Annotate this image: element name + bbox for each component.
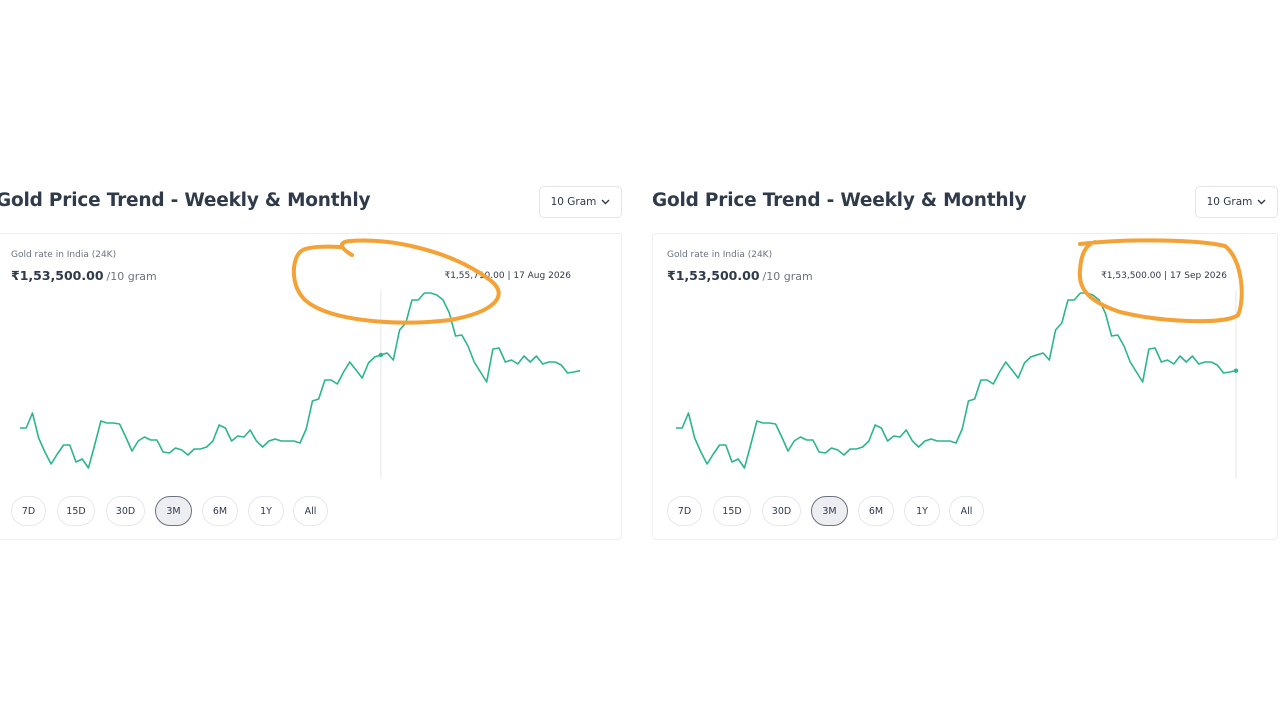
range-button[interactable]: 6M: [202, 496, 238, 526]
chevron: [1257, 199, 1266, 205]
price-unit: /10 gram: [762, 270, 813, 283]
hover-dot: [378, 352, 384, 358]
section-title: Gold Price Trend - Weekly & Monthly: [0, 190, 371, 211]
range-button[interactable]: All: [293, 496, 328, 526]
range-button[interactable]: 3M: [155, 496, 192, 526]
dropdown-label: 10 Gram: [550, 196, 597, 208]
rate-label: Gold rate in India (24K): [667, 250, 773, 260]
section-title: Gold Price Trend - Weekly & Monthly: [652, 190, 1027, 211]
unit-dropdown[interactable]: 10 Gram: [1195, 186, 1278, 218]
panel: Gold Price Trend - Weekly & Monthly 10 Gr…: [652, 0, 1278, 720]
range-button[interactable]: 1Y: [248, 496, 284, 526]
hand-drawn-circle: [1077, 238, 1244, 324]
range-button[interactable]: 15D: [57, 496, 95, 526]
range-button[interactable]: All: [949, 496, 984, 526]
dropdown-label: 10 Gram: [1206, 196, 1253, 208]
range-button[interactable]: 30D: [762, 496, 801, 526]
range-button[interactable]: 30D: [106, 496, 145, 526]
hover-dot: [1233, 368, 1239, 373]
chevron-line: [1257, 199, 1266, 205]
price-line: [20, 292, 581, 469]
chevron: [601, 199, 610, 205]
price-line: [676, 292, 1237, 469]
price-unit: /10 gram: [106, 270, 157, 283]
price: ₹1,53,500.00: [667, 268, 760, 283]
panel: Gold Price Trend - Weekly & Monthly 10 Gr…: [0, 0, 622, 720]
tooltip: ₹1,55,710.00 | 17 Aug 2026: [444, 271, 571, 281]
chevron-line: [601, 199, 610, 205]
range-button[interactable]: 7D: [11, 496, 46, 526]
unit-dropdown[interactable]: 10 Gram: [539, 186, 622, 218]
price-row: ₹1,53,500.00/10 gram: [11, 268, 157, 283]
range-button[interactable]: 7D: [667, 496, 702, 526]
rate-label: Gold rate in India (24K): [11, 250, 117, 260]
range-button[interactable]: 3M: [811, 496, 848, 526]
card: [0, 233, 622, 540]
chart: [676, 290, 1239, 478]
card: [652, 233, 1278, 540]
tooltip: ₹1,53,500.00 | 17 Sep 2026: [1101, 271, 1227, 281]
price: ₹1,53,500.00: [11, 268, 104, 283]
range-button[interactable]: 6M: [858, 496, 894, 526]
price-row: ₹1,53,500.00/10 gram: [667, 268, 813, 283]
range-button[interactable]: 15D: [713, 496, 751, 526]
hand-drawn-circle: [291, 238, 501, 325]
range-button[interactable]: 1Y: [904, 496, 940, 526]
